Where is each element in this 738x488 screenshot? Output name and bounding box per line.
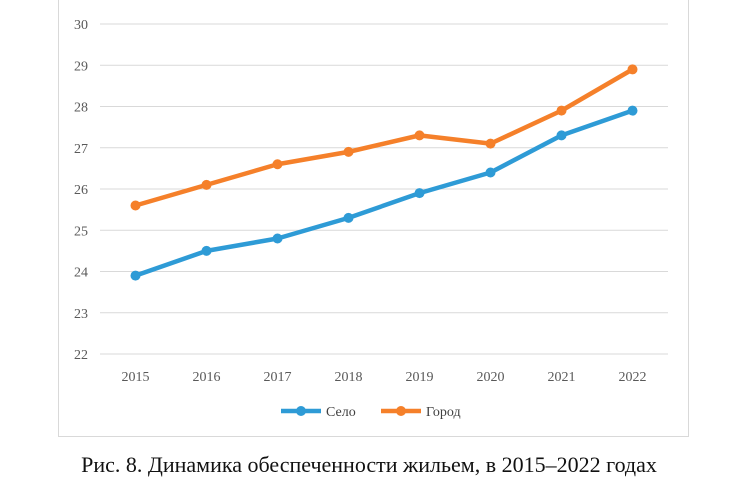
y-tick-label: 24 xyxy=(74,266,88,281)
data-point xyxy=(627,105,638,116)
data-point xyxy=(485,138,496,149)
data-point xyxy=(201,245,212,256)
x-tick-label: 2018 xyxy=(335,370,363,385)
data-point xyxy=(201,179,212,190)
x-axis-ticks: 2015 2016 2017 2018 2019 2020 2021 2022 xyxy=(122,370,647,385)
data-point xyxy=(130,200,141,211)
y-tick-label: 22 xyxy=(74,348,88,363)
legend: Село Город xyxy=(281,405,461,420)
y-tick-label: 26 xyxy=(74,183,88,198)
data-point xyxy=(343,212,354,223)
x-tick-label: 2017 xyxy=(264,370,292,385)
y-tick-label: 27 xyxy=(74,142,88,157)
y-tick-label: 23 xyxy=(74,307,88,322)
x-tick-label: 2021 xyxy=(548,370,576,385)
series-line xyxy=(133,67,635,208)
y-tick-label: 29 xyxy=(74,59,88,74)
x-tick-label: 2019 xyxy=(406,370,434,385)
data-point xyxy=(485,167,496,178)
data-point xyxy=(556,105,567,116)
figure-caption: Рис. 8. Динамика обеспеченности жильем, … xyxy=(81,452,657,477)
series-line xyxy=(133,108,635,278)
legend-item: Село xyxy=(281,405,356,420)
data-point xyxy=(414,188,425,199)
series-lines xyxy=(130,64,638,281)
data-point xyxy=(272,233,283,244)
x-tick-label: 2016 xyxy=(193,370,221,385)
y-tick-label: 28 xyxy=(74,101,88,116)
data-point xyxy=(556,130,567,141)
legend-marker xyxy=(296,406,306,416)
x-tick-label: 2015 xyxy=(122,370,150,385)
series-2 xyxy=(130,64,638,211)
data-point xyxy=(130,270,141,281)
data-point xyxy=(343,146,354,157)
y-axis-ticks: 22 23 24 25 26 27 28 29 30 xyxy=(74,18,88,363)
y-tick-label: 25 xyxy=(74,224,88,239)
legend-label: Село xyxy=(326,405,356,420)
chart-frame xyxy=(58,0,689,437)
data-point xyxy=(414,130,425,141)
y-tick-label: 30 xyxy=(74,18,88,33)
x-tick-label: 2022 xyxy=(619,370,647,385)
legend-label: Город xyxy=(426,405,461,420)
data-point xyxy=(272,159,283,170)
series-1 xyxy=(130,105,638,281)
legend-marker xyxy=(396,406,406,416)
data-point xyxy=(627,64,638,75)
x-tick-label: 2020 xyxy=(477,370,505,385)
legend-item: Город xyxy=(381,405,461,420)
